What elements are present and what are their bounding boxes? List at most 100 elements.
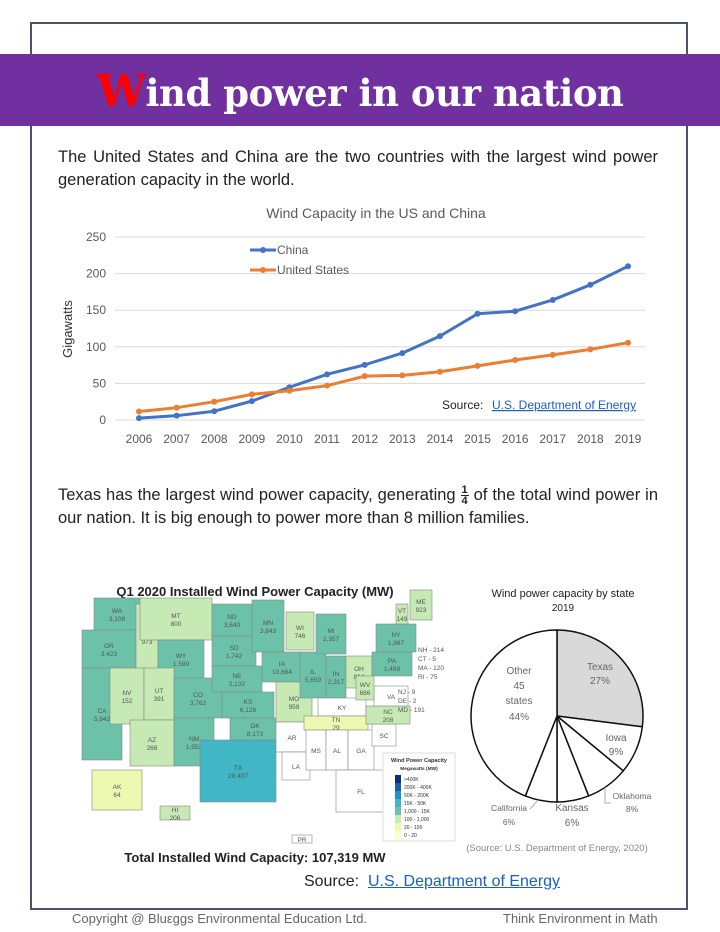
state-code: TX [234, 765, 243, 772]
state-sc: SC [371, 723, 397, 747]
data-point [173, 404, 180, 411]
pie-value-oklahoma: 8% [626, 804, 639, 814]
y-tick-label: 0 [99, 413, 106, 427]
state-code: GA [356, 748, 366, 755]
state-value: 923 [416, 607, 427, 614]
state-shape [109, 667, 145, 725]
bottom-source-link[interactable]: U.S. Department of Energy [367, 873, 561, 890]
state-value: 3,762 [190, 700, 207, 707]
pie-label-other-line: 45 [513, 681, 525, 692]
map-legend-label: 0 - 20 [404, 833, 417, 839]
state-shape [395, 603, 409, 625]
state-code: KS [244, 699, 253, 706]
pie-value-kansas: 6% [565, 818, 580, 829]
state-code: MO [289, 696, 299, 703]
state-shape [91, 769, 143, 811]
pie-value-iowa: 9% [609, 747, 624, 758]
state-ne: NE2,132 [211, 665, 263, 693]
data-point [399, 372, 406, 379]
texas-text-before: Texas has the largest wind power capacit… [58, 486, 461, 504]
state-code: MN [263, 620, 273, 627]
map-legend-swatch [395, 815, 401, 823]
data-point [136, 408, 142, 415]
state-nd: ND3,640 [211, 603, 253, 637]
data-point [361, 361, 368, 368]
state-shape [143, 667, 175, 721]
data-point [549, 351, 556, 358]
map-legend-swatch [395, 831, 401, 839]
map-total: Total Installed Wind Capacity: 107,319 M… [124, 850, 386, 865]
state-shape [335, 769, 387, 813]
x-tick-label: 2017 [539, 432, 566, 446]
state-shape [275, 721, 309, 753]
data-point [248, 398, 255, 405]
map-legend-swatch [395, 791, 401, 799]
state-shape [139, 597, 213, 641]
state-fl: FL [335, 769, 387, 813]
pie-label-iowa: Iowa [605, 733, 627, 744]
pie-label-texas: Texas [587, 662, 613, 673]
state-value: 206 [170, 815, 181, 822]
state-code: SC [379, 733, 388, 740]
y-tick-label: 150 [86, 303, 106, 317]
state-value: 29,407 [228, 773, 248, 780]
pie-subtitle: 2019 [552, 603, 575, 614]
state-shape [221, 691, 275, 719]
pie-slice-texas [556, 629, 644, 728]
legend-marker [260, 267, 266, 273]
map-legend-label: 15K - 50K [404, 801, 427, 807]
texas-text-after: of the total wind power in our nation. I… [58, 486, 658, 527]
state-code: NV [122, 690, 132, 697]
map-title: Q1 2020 Installed Wind Power Capacity (M… [116, 584, 394, 599]
us-wind-map: WA3,108OR3,423CA5,942ID973NV152MT800WY1,… [81, 589, 456, 844]
state-mn: MN3,843 [251, 599, 285, 653]
state-shape [285, 611, 315, 651]
data-point [211, 398, 218, 405]
state-ny: NY1,987 [375, 623, 417, 653]
state-value: 268 [147, 745, 158, 752]
x-tick-label: 2009 [238, 432, 265, 446]
state-code: AK [113, 784, 122, 791]
pie-chart: Wind power capacity by state 2019 Texas 27%… [466, 588, 651, 854]
map-legend-swatch [395, 799, 401, 807]
chart-source-link[interactable]: U.S. Department of Energy [492, 398, 636, 412]
data-point [474, 362, 481, 369]
map-legend-label: 100 - 1,000 [404, 817, 430, 823]
footer-copyright: Copyright @ Bluεggs Environmental Educat… [72, 911, 368, 926]
state-shape [315, 613, 347, 655]
state-code: WY [176, 653, 187, 660]
state-value: 149 [397, 616, 408, 623]
state-value: 686 [360, 690, 371, 697]
x-tick-label: 2015 [464, 432, 491, 446]
small-state-label: DE - 2 [398, 698, 417, 705]
state-code: VT [398, 608, 406, 615]
state-value: 800 [171, 621, 182, 628]
map-legend-swatch [395, 775, 401, 783]
state-code: UT [155, 688, 164, 695]
x-tick-label: 2008 [201, 432, 228, 446]
data-point [512, 308, 519, 315]
state-code: NY [391, 632, 401, 639]
map-legend-title: Wind Power Capacity [391, 758, 448, 764]
state-pa: PA1,459 [371, 651, 413, 677]
title-first-letter: W [96, 66, 146, 117]
state-code: TN [332, 717, 341, 724]
x-tick-label: 2016 [502, 432, 529, 446]
data-point [211, 408, 218, 415]
state-value: 5,942 [94, 716, 111, 723]
data-point [324, 382, 331, 389]
series-line-china [138, 264, 629, 420]
data-point [587, 281, 594, 288]
data-point [248, 391, 255, 398]
state-code: AR [287, 735, 296, 742]
state-al: AL [325, 729, 349, 771]
fraction-numerator: 1 [460, 484, 469, 497]
pie-title: Wind power capacity by state [491, 588, 634, 600]
data-point [136, 415, 142, 422]
data-point [324, 371, 331, 378]
